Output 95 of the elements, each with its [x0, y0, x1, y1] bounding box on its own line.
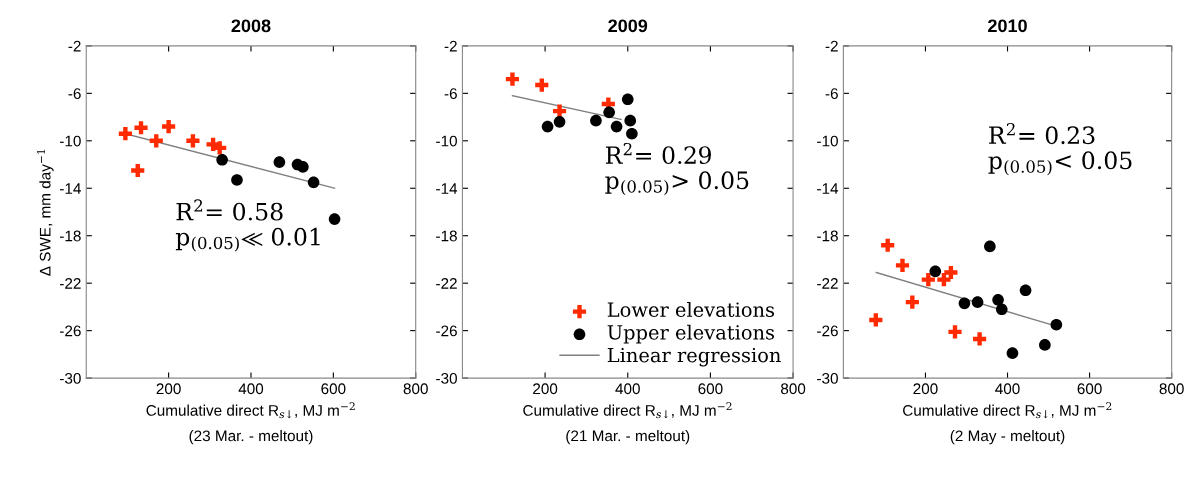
legend-label: Lower elevations: [607, 301, 775, 317]
point: [1039, 339, 1051, 351]
point: [621, 93, 634, 106]
point: [216, 153, 228, 166]
point: [992, 293, 1004, 306]
point: [944, 265, 958, 280]
chart-title: 2008: [231, 19, 271, 33]
point: [921, 273, 935, 287]
point: [1006, 347, 1019, 359]
point: [869, 313, 883, 327]
x-tick-label: 800: [1159, 383, 1184, 395]
y-tick-label: -26: [817, 325, 838, 337]
text: Cumulative direct R$_{s↓}$, MJ m$^{−2}$ (21 Mar. - meltout): [523, 402, 732, 445]
point: [1019, 284, 1032, 297]
chart-title: 2010: [988, 19, 1027, 33]
point: [626, 127, 638, 140]
y-tick-label: -14: [817, 183, 839, 194]
y-tick-label: -10: [59, 135, 81, 147]
x-tick-label: 800: [403, 383, 428, 395]
legend-label: Upper elevations: [607, 324, 775, 344]
y-tick-label: -18: [59, 230, 81, 242]
point: [297, 161, 309, 173]
point: [971, 296, 984, 308]
point: [995, 303, 1008, 316]
y-tick-label: -30: [817, 372, 838, 384]
point: [553, 116, 566, 128]
y-tick-label: -26: [59, 325, 81, 337]
point: [231, 174, 243, 186]
point: [948, 325, 962, 339]
text: Cumulative direct R$_{s↓}$, MJ m$^{−2}$ (23 Mar. - meltout): [146, 402, 355, 445]
x-tick-label: 600: [1077, 383, 1102, 395]
y-tick-label: -18: [436, 230, 457, 242]
y-tick-label: -10: [436, 135, 457, 147]
y-tick-label: -2: [68, 40, 81, 52]
point: [895, 258, 910, 272]
point: [973, 332, 987, 346]
point: [937, 273, 951, 287]
y-tick-label: -2: [444, 40, 457, 52]
annotation: R$^{2}$= 0.29: [605, 142, 711, 165]
annotation: p$_{(0.05)}$≪ 0.01: [175, 227, 320, 252]
point: [552, 104, 567, 118]
legend-label: Linear regression: [607, 347, 781, 367]
y-tick-label: -22: [59, 278, 81, 289]
point: [131, 163, 145, 178]
point: [273, 156, 286, 168]
point: [590, 114, 602, 127]
point: [624, 114, 637, 127]
y-tick-label: -6: [825, 88, 838, 100]
x-tick-label: 400: [238, 383, 264, 395]
y-tick-label: -22: [436, 278, 457, 289]
x-tick-label: 400: [615, 383, 640, 395]
text: Cumulative direct R$_{s↓}$, MJ m$^{−2}$ (2 May - meltout): [903, 402, 1112, 445]
point: [603, 106, 615, 119]
y-tick-label: -30: [59, 372, 81, 384]
annotation: R$^{2}$= 0.58: [176, 199, 283, 221]
y-tick-label: -22: [817, 278, 838, 289]
point: [505, 72, 520, 86]
y-tick-label: -6: [68, 88, 81, 100]
y-tick-label: -6: [444, 88, 457, 100]
y-tick-label: -2: [825, 40, 838, 52]
point: [213, 141, 227, 155]
y-tick-label: -14: [436, 183, 458, 194]
point: [162, 119, 176, 134]
point: [535, 78, 549, 92]
point: [541, 120, 554, 133]
point: [149, 134, 163, 148]
x-tick-label: 600: [698, 383, 723, 395]
x-tick-label: 200: [156, 383, 181, 395]
point: [984, 240, 996, 253]
y-tick-label: -18: [817, 230, 838, 242]
annotation: p$_{(0.05)}$< 0.05: [988, 151, 1132, 176]
point: [307, 176, 320, 189]
chart-title: 2009: [608, 19, 648, 33]
x-tick-label: 200: [533, 383, 558, 395]
point: [134, 121, 148, 135]
point: [328, 213, 341, 225]
annotation: R$^{2}$= 0.23: [989, 122, 1095, 145]
x-tick-label: 600: [321, 383, 346, 395]
x-tick-label: 400: [995, 383, 1020, 395]
point: [958, 297, 971, 310]
y-tick-label: -26: [436, 325, 457, 337]
y-axis-title: Δ SWE, mm day$^{−1}$: [36, 149, 54, 276]
point: [905, 295, 919, 309]
point: [118, 127, 132, 141]
x-tick-label: 200: [913, 383, 938, 395]
x-tick-label: 800: [781, 383, 806, 395]
point: [929, 265, 942, 278]
y-tick-label: -10: [817, 135, 838, 147]
annotation: p$_{(0.05)}$> 0.05: [605, 171, 749, 196]
y-tick-label: -30: [436, 372, 457, 384]
point: [186, 134, 200, 148]
point: [610, 120, 623, 133]
point: [881, 238, 895, 252]
y-tick-label: -14: [59, 183, 81, 194]
point: [1050, 318, 1063, 331]
